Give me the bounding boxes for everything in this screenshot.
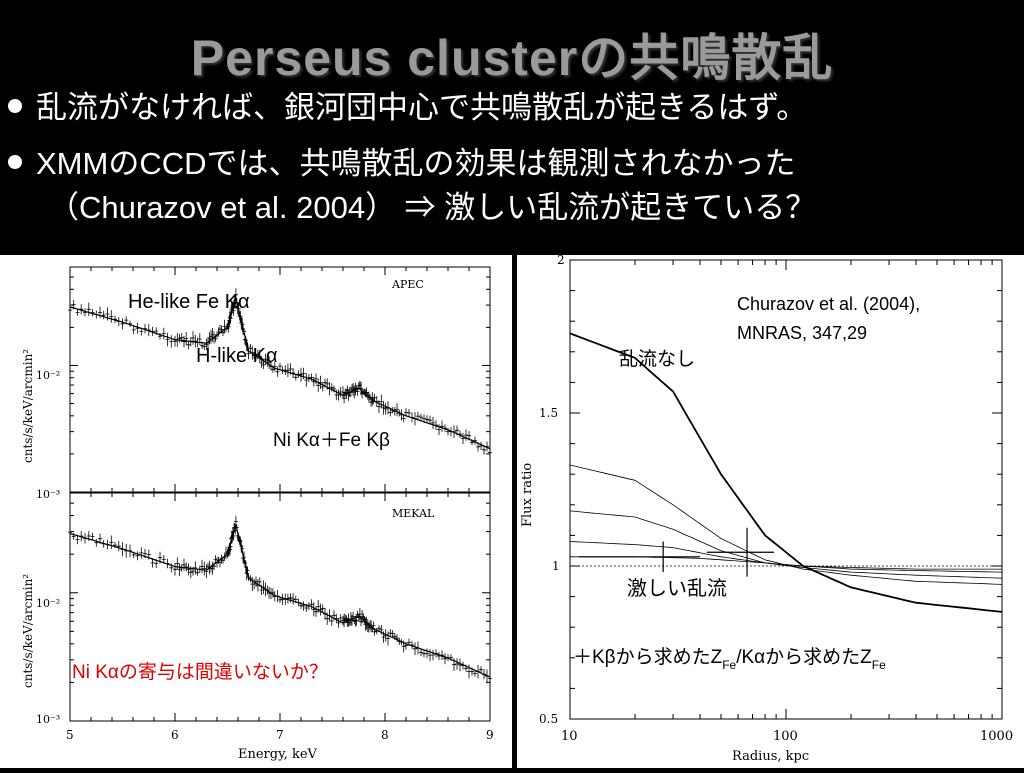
annotation-z-part2: /Kαから求めたZ: [736, 646, 872, 668]
flux-ratio-figure: 2 1.5 1 0.5 10 100 1000 Radius, kpc Flux…: [517, 253, 1024, 768]
citation-line-1: Churazov et al. (2004),: [737, 294, 920, 314]
annotation-strong-turbulence: 激しい乱流: [627, 577, 727, 600]
annotation-z-sub1: Fe: [722, 658, 736, 672]
annotation-z-part1: ＋Kβから求めたZ: [573, 646, 723, 668]
x-tick-label: 1000: [980, 729, 1013, 744]
annotation-h-like: H-like Kα: [196, 345, 278, 367]
x-tick-label: 100: [773, 729, 798, 744]
x-tick-label: 6: [171, 728, 179, 742]
bullet-dot-icon: [8, 154, 22, 169]
y-tick-label: 10⁻²: [36, 369, 60, 382]
citation-line-2: MNRAS, 347,29: [737, 323, 867, 343]
flux-curve: [569, 332, 1003, 613]
y-tick-label: 1.5: [539, 406, 558, 420]
bullet-text: （Churazov et al. 2004） ⇒ 激しい乱流が起きている？: [48, 190, 817, 225]
flux-curve: [570, 556, 1002, 570]
bottom-ticks: [69, 493, 491, 722]
y-axis-label: Flux ratio: [520, 463, 535, 527]
x-tick-label: 5: [66, 728, 74, 742]
model-label-mekal: MEKAL: [392, 507, 435, 520]
flux-ratio-chart: 2 1.5 1 0.5 10 100 1000 Radius, kpc Flux…: [520, 253, 1013, 764]
y-tick-label: 10⁻²: [36, 597, 60, 610]
bullet-item: 乱流がなければ、銀河団中心で共鳴散乱が起きるはず。: [8, 82, 807, 127]
annotation-z-ratio: ＋Kβから求めたZFe/Kαから求めたZFe: [573, 646, 886, 672]
x-tick-label: 7: [276, 728, 284, 742]
annotation-z-sub2: Fe: [872, 658, 886, 672]
x-tick-label: 10: [561, 729, 578, 744]
bullet-text: XMMのCCDでは、共鳴散乱の効果は観測されなかった: [36, 146, 796, 181]
apec-data-points: [68, 288, 492, 459]
annotation-ni-fe: Ni Kα＋Fe Kβ: [273, 430, 390, 451]
x-axis-label: Radius, kpc: [732, 749, 809, 764]
annotation-no-turbulence: 乱流なし: [619, 348, 695, 370]
top-ticks: [69, 267, 491, 493]
x-tick-labels: 5 6 7 8 9: [66, 728, 494, 742]
y-tick-label: 0.5: [539, 712, 558, 726]
mekal-data-points: [68, 515, 492, 684]
bullet-item: XMMのCCDでは、共鳴散乱の効果は観測されなかった: [8, 138, 795, 183]
bullet-text: 乱流がなければ、銀河団中心で共鳴散乱が起きるはず。: [36, 90, 808, 125]
y-tick-label: 10⁻³: [36, 713, 60, 726]
apec-spectrum-line: [69, 295, 491, 450]
bullet-dot-icon: [8, 98, 22, 113]
curves: [569, 332, 1003, 613]
slide-title: Perseus clusterの共鳴散乱: [190, 30, 834, 86]
y-tick-label: 10⁻³: [36, 488, 60, 501]
axis-ticks: [569, 259, 1002, 720]
y-axis-label-top: cnts/s/keV/arcmin²: [21, 349, 35, 463]
annotation-ni-question: Ni Kαの寄与は間違いないか？: [72, 661, 328, 683]
y-axis-label-bottom: cnts/s/keV/arcmin²: [21, 574, 35, 688]
bullet-continuation: （Churazov et al. 2004） ⇒ 激しい乱流が起きている？: [48, 182, 816, 227]
x-tick-label: 8: [381, 728, 389, 742]
spectrum-chart: APEC MEKAL 10⁻² 10⁻³ 10⁻² 10⁻³ cnts/s/ke…: [21, 266, 494, 762]
bottom-plot-frame: [69, 492, 491, 722]
x-tick-label: 9: [486, 728, 494, 742]
flux-curve: [569, 464, 1003, 585]
x-axis-label: Energy, keV: [238, 747, 318, 762]
y-tick-label: 1: [552, 559, 560, 573]
y-tick-label: 2: [557, 255, 565, 267]
model-label-apec: APEC: [391, 278, 424, 291]
data-points: [578, 527, 775, 577]
annotation-he-like-fe: He-like Fe Kα: [128, 291, 250, 313]
spectrum-figure: APEC MEKAL 10⁻² 10⁻³ 10⁻² 10⁻³ cnts/s/ke…: [0, 255, 512, 768]
